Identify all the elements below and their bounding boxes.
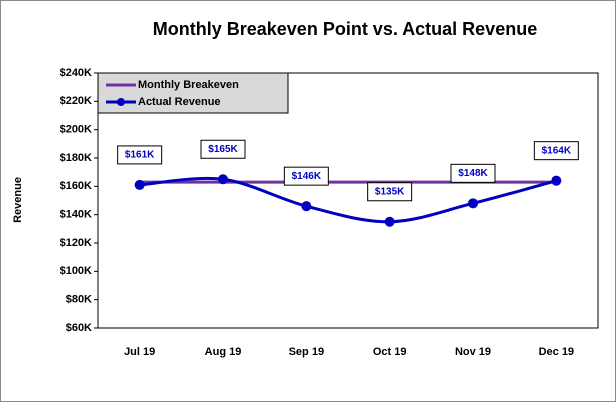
data-label: $161K xyxy=(125,150,155,161)
data-label: $148K xyxy=(458,168,488,179)
data-point xyxy=(134,179,145,190)
y-tick-label: $80K xyxy=(66,294,92,306)
y-tick-label: $180K xyxy=(60,152,92,164)
data-label-box xyxy=(117,145,163,165)
x-tick-label: Nov 19 xyxy=(455,346,491,358)
y-axis-label: Revenue xyxy=(12,177,24,223)
data-point xyxy=(218,174,228,185)
y-tick-label: $200K xyxy=(60,124,92,136)
chart-title: Monthly Breakeven Point vs. Actual Reven… xyxy=(153,19,537,39)
y-tick-label: $220K xyxy=(60,95,92,107)
x-tick-label: Oct 19 xyxy=(373,346,407,358)
legend-marker xyxy=(117,98,125,106)
y-tick-label: $120K xyxy=(60,237,92,249)
data-label-box xyxy=(450,163,496,183)
data-label-box xyxy=(533,141,579,161)
series-line xyxy=(139,176,557,224)
data-label-box xyxy=(367,182,413,202)
data-point xyxy=(468,198,478,209)
x-tick-label: Aug 19 xyxy=(205,346,242,358)
y-tick-label: $100K xyxy=(60,265,92,277)
data-label: $135K xyxy=(375,186,405,197)
legend-box xyxy=(97,72,289,114)
data-point xyxy=(384,216,395,227)
x-tick-label: Dec 19 xyxy=(539,346,574,358)
x-tick-label: Jul 19 xyxy=(124,346,155,358)
data-label-box xyxy=(283,166,329,186)
data-point xyxy=(551,175,562,186)
legend-label: Actual Revenue xyxy=(138,96,221,108)
data-point xyxy=(301,201,312,212)
plot-area xyxy=(97,72,599,329)
y-tick-label: $140K xyxy=(60,209,92,221)
data-label: $164K xyxy=(542,145,572,156)
legend-label: Monthly Breakeven xyxy=(138,79,239,91)
x-tick-label: Sep 19 xyxy=(289,346,324,358)
data-label-box xyxy=(200,139,246,159)
y-tick-label: $240K xyxy=(60,67,92,79)
data-label: $146K xyxy=(292,171,322,182)
y-tick-label: $160K xyxy=(60,180,92,192)
y-tick-label: $60K xyxy=(66,322,92,334)
data-label: $165K xyxy=(208,144,238,155)
